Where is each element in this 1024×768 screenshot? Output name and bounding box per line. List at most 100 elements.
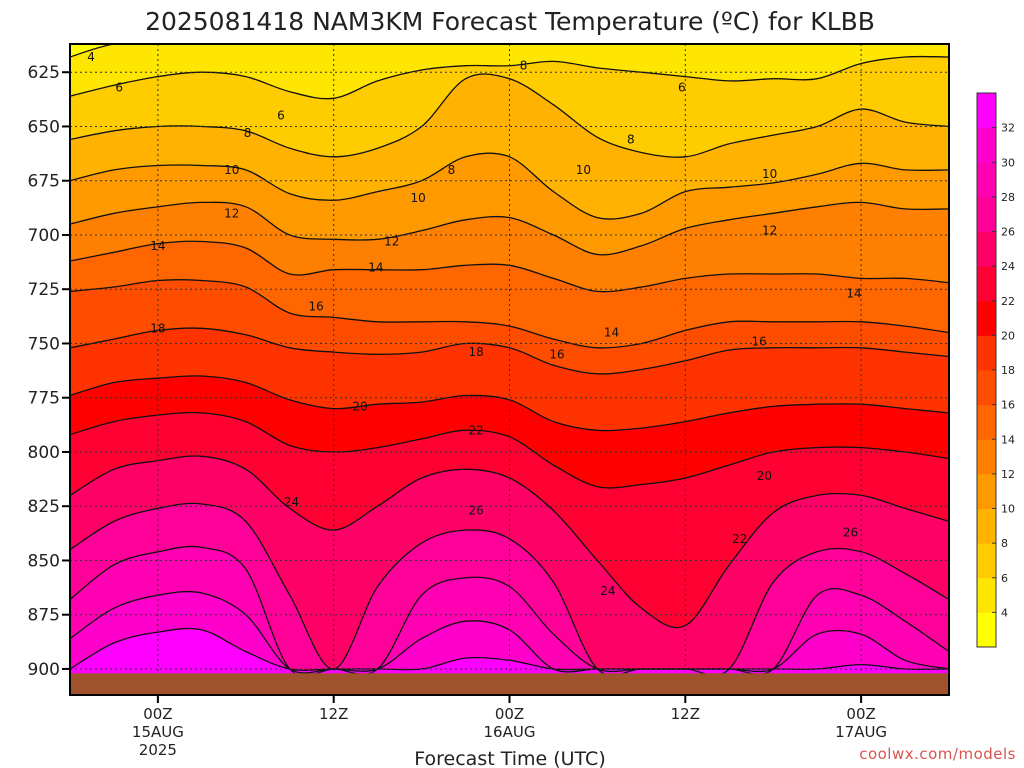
y-tick-label: 850 xyxy=(28,551,60,571)
colorbar-label: 28 xyxy=(1001,191,1015,204)
colorbar-segment xyxy=(977,127,996,163)
y-tick-label: 725 xyxy=(28,280,60,300)
colorbar-label: 18 xyxy=(1001,364,1015,377)
colorbar-label: 4 xyxy=(1001,606,1008,619)
colorbar-segment xyxy=(977,543,996,579)
colorbar-label: 16 xyxy=(1001,399,1015,412)
contour-label-12: 12 xyxy=(224,206,239,220)
contour-label-6: 6 xyxy=(678,80,686,94)
contour-line-28 xyxy=(70,545,949,677)
y-tick-label: 650 xyxy=(28,117,60,137)
y-tick-label: 900 xyxy=(28,660,60,680)
colorbar-segment xyxy=(977,196,996,232)
contour-label-18: 18 xyxy=(468,345,483,359)
credit-link[interactable]: coolwx.com/models xyxy=(859,745,1016,763)
colorbar-label: 6 xyxy=(1001,572,1008,585)
contour-label-20: 20 xyxy=(352,399,367,413)
contour-line-18 xyxy=(70,327,949,375)
colorbar-segment xyxy=(977,612,996,648)
contour-label-26: 26 xyxy=(843,525,858,539)
contour-label-12: 12 xyxy=(384,234,399,248)
contour-label-12: 12 xyxy=(762,224,777,238)
x-tick-year: 2025 xyxy=(139,741,177,759)
contour-line-22 xyxy=(70,411,949,489)
contour-label-6: 6 xyxy=(115,80,123,94)
contour-label-4: 4 xyxy=(87,50,95,64)
contour-label-16: 16 xyxy=(308,300,323,314)
y-tick-label: 825 xyxy=(28,497,60,517)
colorbar-label: 8 xyxy=(1001,537,1008,550)
colorbar-segment xyxy=(977,93,996,129)
terrain-ground xyxy=(70,673,949,695)
contour-line-10 xyxy=(70,152,949,220)
colorbar-segment xyxy=(977,335,996,371)
colorbar-label: 20 xyxy=(1001,329,1015,342)
contour-line-16 xyxy=(70,279,949,349)
y-tick-label: 775 xyxy=(28,389,60,409)
contour-label-22: 22 xyxy=(732,532,747,546)
colorbar-label: 30 xyxy=(1001,156,1015,169)
colorbar-segment xyxy=(977,508,996,544)
contour-label-26: 26 xyxy=(468,504,483,518)
contour-label-10: 10 xyxy=(762,167,777,181)
colorbar: 4 6 8 10 12 14 16 18 20 22 24 26 28 30 32 xyxy=(976,92,1015,648)
contour-line-8 xyxy=(70,73,949,158)
contour-label-24: 24 xyxy=(284,495,299,509)
contour-label-14: 14 xyxy=(368,261,383,275)
contour-label-14: 14 xyxy=(150,239,165,253)
y-tick-label: 700 xyxy=(28,226,60,246)
y-tick-label: 800 xyxy=(28,443,60,463)
contour-label-8: 8 xyxy=(244,126,252,140)
contour-label-10: 10 xyxy=(224,163,239,177)
colorbar-label: 10 xyxy=(1001,503,1015,516)
contour-label-8: 8 xyxy=(448,163,456,177)
contour-line-12 xyxy=(70,201,949,256)
grid-lines xyxy=(70,44,949,695)
colorbar-label: 26 xyxy=(1001,226,1015,239)
contour-label-14: 14 xyxy=(846,287,861,301)
y-axis: 625 650 675 700 725 750 775 800 825 850 875 900 xyxy=(28,63,70,680)
colorbar-label: 12 xyxy=(1001,468,1015,481)
contour-label-16: 16 xyxy=(751,334,766,348)
colorbar-segment xyxy=(977,404,996,440)
colorbar-label: 22 xyxy=(1001,295,1015,308)
colorbar-label: 32 xyxy=(1001,122,1015,135)
colorbar-segment xyxy=(977,231,996,267)
contour-label-8: 8 xyxy=(627,132,635,146)
contour-line-24 xyxy=(70,455,949,629)
x-tick-date: 16AUG xyxy=(484,723,536,741)
x-tick-date: 17AUG xyxy=(835,723,887,741)
colorbar-segment xyxy=(977,370,996,406)
x-tick-date: 15AUG xyxy=(132,723,184,741)
x-tick-label: 12Z xyxy=(319,705,348,723)
x-axis-title: Forecast Time (UTC) xyxy=(414,748,605,768)
contour-line-26 xyxy=(70,502,949,676)
y-tick-label: 875 xyxy=(28,606,60,626)
contour-label-18: 18 xyxy=(150,321,165,335)
contour-label-10: 10 xyxy=(410,191,425,205)
colorbar-segment xyxy=(977,300,996,336)
y-tick-label: 625 xyxy=(28,63,60,83)
x-tick-label: 00Z xyxy=(495,705,524,723)
y-tick-label: 675 xyxy=(28,172,60,192)
contour-label-24: 24 xyxy=(600,584,615,598)
colorbar-segment xyxy=(977,577,996,613)
colorbar-segment xyxy=(977,439,996,475)
y-tick-label: 750 xyxy=(28,334,60,354)
contour-label-6: 6 xyxy=(277,109,285,123)
contour-label-16: 16 xyxy=(549,347,564,361)
colorbar-label: 14 xyxy=(1001,433,1015,446)
chart-title: 2025081418 NAM3KM Forecast Temperature (… xyxy=(145,7,875,36)
colorbar-label: 24 xyxy=(1001,260,1015,273)
colorbar-segment xyxy=(977,162,996,198)
contour-label-14: 14 xyxy=(604,326,619,340)
x-tick-label: 00Z xyxy=(143,705,172,723)
colorbar-segment xyxy=(977,266,996,302)
colorbar-segment xyxy=(977,473,996,509)
contour-label-10: 10 xyxy=(576,163,591,177)
x-tick-label: 12Z xyxy=(671,705,700,723)
contour-label-22: 22 xyxy=(468,423,483,437)
